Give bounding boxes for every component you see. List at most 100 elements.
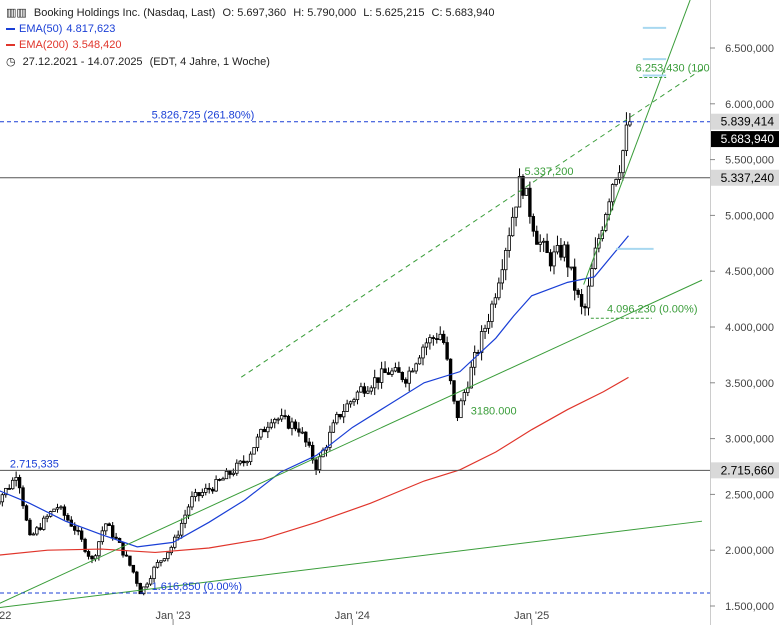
candle xyxy=(355,390,360,405)
candle xyxy=(304,431,308,447)
ema200-name: EMA(200) xyxy=(19,39,69,51)
date-range-row: ◷ 27.12.2021 - 14.07.2025 (EDT, 4 Jahre,… xyxy=(6,55,274,68)
candle-body xyxy=(393,367,398,372)
candle-body xyxy=(521,176,525,196)
candle xyxy=(259,428,263,440)
candle xyxy=(221,476,225,481)
candle xyxy=(110,522,115,541)
candle-body xyxy=(390,370,394,375)
candle-body xyxy=(438,333,442,340)
candle-body xyxy=(441,333,446,343)
legend-ema50[interactable]: EMA(50) 4.817,623 xyxy=(6,23,119,35)
candle xyxy=(552,245,556,275)
candle-body xyxy=(421,346,425,359)
candle-body xyxy=(328,431,332,448)
y-tick-label: 3.000,000 xyxy=(725,434,774,446)
candle xyxy=(314,457,318,475)
candle-body xyxy=(607,201,611,215)
trend-line xyxy=(0,520,703,608)
candle xyxy=(42,515,46,531)
chart-type-icon[interactable]: ▥▥ xyxy=(6,7,27,19)
candle xyxy=(138,582,142,595)
candle xyxy=(135,570,139,587)
candle xyxy=(297,422,301,437)
candle xyxy=(214,475,218,492)
candle-body xyxy=(217,478,222,481)
ema50-value: 4.817,623 xyxy=(66,23,116,35)
candle xyxy=(86,549,91,560)
candle xyxy=(59,505,63,510)
candle xyxy=(269,418,273,430)
candle xyxy=(579,289,584,315)
candle-body xyxy=(214,478,218,492)
candle-body xyxy=(335,413,339,424)
candle xyxy=(69,516,74,527)
legend-ema200[interactable]: EMA(200) 3.548,420 xyxy=(6,39,125,51)
candle-body xyxy=(24,505,29,521)
price-box: 5.337,240 xyxy=(711,169,779,186)
date-range: 27.12.2021 - 14.07.2025 xyxy=(22,56,143,68)
candle xyxy=(535,225,539,245)
candle xyxy=(193,488,198,502)
candle-body xyxy=(0,494,5,503)
candle-body xyxy=(245,461,249,464)
candle xyxy=(514,206,518,227)
candle-body xyxy=(183,514,187,524)
candle-body xyxy=(314,459,318,471)
candle-body xyxy=(479,331,484,353)
price-box-label: 5.839,414 xyxy=(721,115,775,129)
chart-annotation: 3180.000 xyxy=(471,406,517,418)
x-tick-label: Jan '23 xyxy=(156,610,191,622)
chart-annotation: 4.096,230 (0.00%) xyxy=(607,303,698,315)
candle-body xyxy=(255,436,260,448)
trend-line xyxy=(583,0,691,285)
candle-body xyxy=(400,372,405,380)
candle xyxy=(417,355,422,365)
open-value: O: 5.697,360 xyxy=(222,7,287,19)
candle-body xyxy=(593,247,598,269)
price-box-bg xyxy=(711,131,779,148)
candle xyxy=(462,389,467,406)
candle xyxy=(145,582,149,589)
candle-body xyxy=(121,542,125,556)
level-label: 2.715,335 xyxy=(10,458,59,470)
candle xyxy=(162,558,167,562)
candle-body xyxy=(266,426,270,433)
ema200-line xyxy=(0,376,629,556)
candle xyxy=(331,419,336,433)
candle-body xyxy=(76,529,80,532)
candle-body xyxy=(373,377,377,389)
y-tick-label: 6.000,000 xyxy=(725,99,774,111)
candle xyxy=(224,468,229,480)
close-value: C: 5.683,940 xyxy=(431,7,495,19)
price-box: 2.715,660 xyxy=(711,462,779,479)
candle-body xyxy=(248,453,253,463)
candle xyxy=(24,504,29,522)
candle-body xyxy=(186,506,191,516)
candle xyxy=(379,361,384,389)
candle xyxy=(445,336,449,361)
candle-body xyxy=(148,578,153,585)
candle xyxy=(300,427,305,435)
candle-body xyxy=(135,571,139,584)
candle xyxy=(179,518,184,539)
candle xyxy=(241,455,246,467)
level-label: 5.337,200 xyxy=(525,166,574,178)
candle xyxy=(235,459,239,476)
candle xyxy=(238,459,242,466)
candle xyxy=(283,409,287,420)
candle xyxy=(307,437,311,448)
candle-body xyxy=(35,527,39,535)
y-tick-label: 6.500,000 xyxy=(725,43,774,55)
candle xyxy=(404,377,408,388)
high-value: H: 5.790,000 xyxy=(293,7,357,19)
chart-header: ▥▥ Booking Holdings Inc. (Nasdaq, Last) … xyxy=(6,6,499,19)
candle xyxy=(400,371,405,383)
candle xyxy=(290,417,294,436)
candle xyxy=(524,187,529,196)
candle-body xyxy=(417,357,422,365)
candle xyxy=(45,514,49,523)
period-info: (EDT, 4 Jahre, 1 Woche) xyxy=(149,56,270,68)
price-box: 5.683,940 xyxy=(711,131,779,148)
candle xyxy=(345,399,349,412)
